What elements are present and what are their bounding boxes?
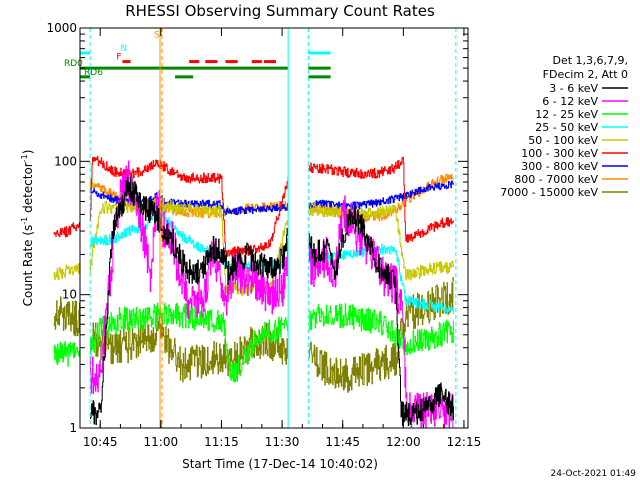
legend-label-3: 25 - 50 keV [535, 121, 598, 134]
legend-header-line-1: FDecim 2, Att 0 [543, 68, 628, 81]
legend-label-0: 3 - 6 keV [549, 82, 598, 95]
x-tick-label-0: 10:45 [83, 435, 118, 449]
plot-frame [79, 27, 469, 429]
y-tick-label-1: 10 [62, 288, 77, 302]
legend-label-7: 800 - 7000 keV [514, 173, 598, 186]
y-tick-label-0: 1 [69, 421, 77, 435]
legend-header-line-0: Det 1,3,6,7,9, [552, 54, 628, 67]
legend-label-6: 300 - 800 keV [521, 160, 598, 173]
legend-label-4: 50 - 100 keV [528, 134, 598, 147]
x-axis-label: Start Time (17-Dec-14 10:40:02) [182, 457, 378, 471]
x-tick-label-4: 11:45 [325, 435, 360, 449]
x-tick-label-5: 12:00 [386, 435, 421, 449]
axes: 10:45 11:00 11:15 11:30 11:45 12:00 12:15 1 10 10… [46, 21, 481, 449]
flag-label-rd0: RD0 [64, 59, 83, 69]
flag-label-s: S [154, 30, 160, 40]
x-tick-label-1: 11:00 [144, 435, 179, 449]
legend: Det 1,3,6,7,9,FDecim 2, Att 03 - 6 keV6 … [500, 54, 628, 199]
timestamp: 24-Oct-2021 01:49 [551, 469, 637, 479]
series-8-line [53, 277, 454, 393]
y-tick-label-3: 1000 [46, 21, 77, 35]
series-0-line [90, 176, 454, 426]
x-tick-label-3: 11:30 [265, 435, 300, 449]
x-tick-label-6: 12:15 [447, 435, 482, 449]
y-tick-label-2: 100 [54, 154, 77, 168]
flag-label-f: F [116, 53, 121, 63]
flag-label-n: N [120, 44, 127, 54]
legend-label-1: 6 - 12 keV [542, 95, 598, 108]
legend-label-8: 7000 - 15000 keV [500, 186, 598, 199]
chart-title: RHESSI Observing Summary Count Rates [125, 2, 435, 20]
flag-label-rd6: RD6 [84, 68, 103, 78]
legend-label-2: 12 - 25 keV [535, 108, 598, 121]
y-axis-label: Count Rate (s-1 detector-1) [20, 150, 35, 307]
x-tick-label-2: 11:15 [204, 435, 239, 449]
legend-label-5: 100 - 300 keV [521, 147, 598, 160]
